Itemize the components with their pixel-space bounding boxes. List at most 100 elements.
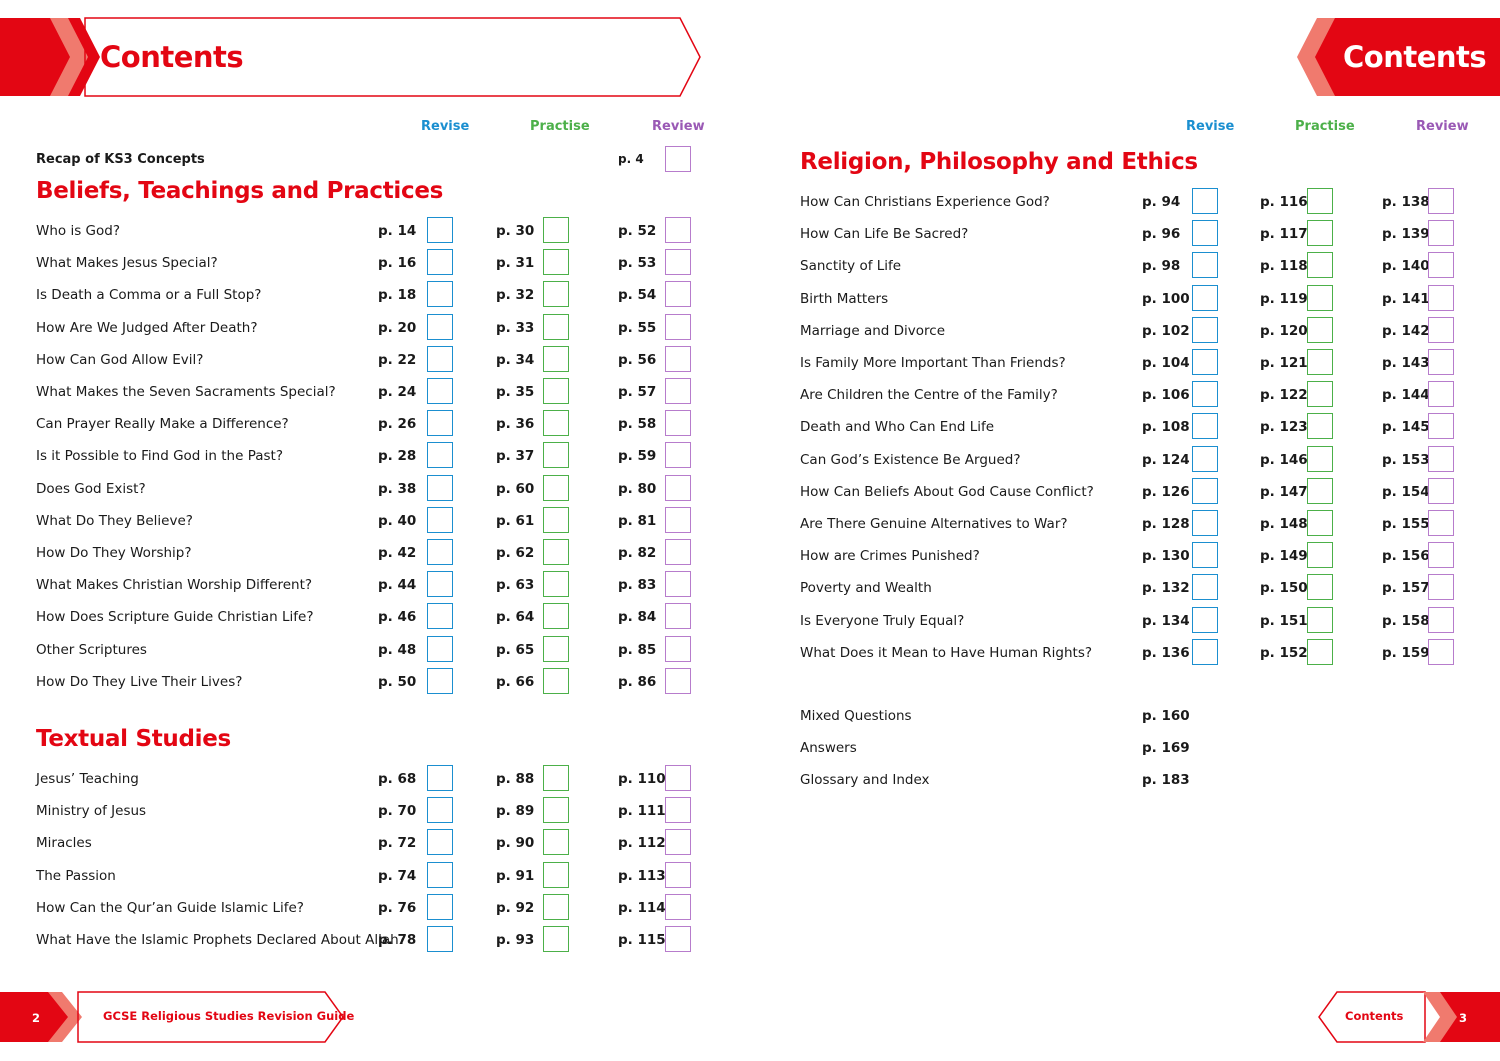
review-checkbox[interactable] — [665, 442, 691, 469]
review-checkbox[interactable] — [665, 603, 691, 630]
practise-checkbox[interactable] — [543, 635, 569, 662]
revise-checkbox[interactable] — [1192, 542, 1218, 569]
review-checkbox[interactable] — [1428, 574, 1454, 601]
practise-checkbox[interactable] — [1307, 510, 1333, 536]
review-checkbox[interactable] — [665, 861, 691, 888]
practise-checkbox[interactable] — [1307, 638, 1333, 665]
revise-checkbox[interactable] — [427, 249, 453, 276]
revise-checkbox[interactable] — [1192, 284, 1218, 311]
revise-checkbox[interactable] — [427, 474, 453, 501]
revise-checkbox[interactable] — [427, 281, 453, 308]
practise-checkbox[interactable] — [1307, 381, 1333, 408]
review-checkbox[interactable] — [665, 506, 691, 533]
revise-checkbox[interactable] — [1192, 252, 1218, 279]
review-checkbox[interactable] — [1428, 445, 1454, 472]
review-checkbox[interactable] — [665, 378, 691, 404]
practise-checkbox[interactable] — [1307, 477, 1333, 504]
revise-checkbox[interactable] — [427, 410, 453, 437]
practise-checkbox[interactable] — [543, 313, 569, 340]
revise-checkbox[interactable] — [1192, 220, 1218, 247]
review-checkbox[interactable] — [1428, 381, 1454, 408]
revise-checkbox[interactable] — [427, 539, 453, 565]
review-checkbox[interactable] — [665, 797, 691, 824]
practise-checkbox[interactable] — [1307, 574, 1333, 601]
review-checkbox[interactable] — [665, 281, 691, 308]
revise-checkbox[interactable] — [427, 861, 453, 888]
revise-checkbox[interactable] — [427, 506, 453, 533]
practise-checkbox[interactable] — [543, 345, 569, 372]
review-checkbox[interactable] — [1428, 316, 1454, 343]
revise-checkbox[interactable] — [1192, 445, 1218, 472]
practise-checkbox[interactable] — [543, 797, 569, 824]
review-checkbox[interactable] — [665, 829, 691, 856]
revise-checkbox[interactable] — [1192, 349, 1218, 375]
revise-checkbox[interactable] — [427, 926, 453, 952]
practise-checkbox[interactable] — [543, 765, 569, 791]
revise-checkbox[interactable] — [1192, 188, 1218, 214]
review-checkbox[interactable] — [665, 313, 691, 340]
revise-checkbox[interactable] — [1192, 316, 1218, 343]
practise-checkbox[interactable] — [1307, 188, 1333, 214]
review-checkbox[interactable] — [665, 217, 691, 243]
review-checkbox[interactable] — [1428, 477, 1454, 504]
practise-checkbox[interactable] — [543, 829, 569, 856]
review-checkbox[interactable] — [1428, 220, 1454, 247]
review-checkbox[interactable] — [665, 539, 691, 565]
review-checkbox[interactable] — [1428, 284, 1454, 311]
practise-checkbox[interactable] — [543, 474, 569, 501]
revise-checkbox[interactable] — [427, 571, 453, 598]
review-checkbox[interactable] — [665, 893, 691, 920]
review-checkbox[interactable] — [665, 249, 691, 276]
practise-checkbox[interactable] — [543, 281, 569, 308]
review-checkbox[interactable] — [1428, 349, 1454, 375]
review-checkbox[interactable] — [1428, 252, 1454, 279]
revise-checkbox[interactable] — [427, 313, 453, 340]
practise-checkbox[interactable] — [543, 603, 569, 630]
revise-checkbox[interactable] — [427, 797, 453, 824]
review-checkbox[interactable] — [1428, 542, 1454, 569]
practise-checkbox[interactable] — [1307, 316, 1333, 343]
review-checkbox[interactable] — [665, 667, 691, 694]
revise-checkbox[interactable] — [1192, 638, 1218, 665]
revise-checkbox[interactable] — [1192, 413, 1218, 440]
practise-checkbox[interactable] — [543, 926, 569, 952]
review-checkbox[interactable] — [665, 474, 691, 501]
revise-checkbox[interactable] — [1192, 574, 1218, 601]
review-checkbox[interactable] — [665, 571, 691, 598]
review-checkbox[interactable] — [1428, 638, 1454, 665]
review-checkbox[interactable] — [665, 635, 691, 662]
practise-checkbox[interactable] — [543, 893, 569, 920]
revise-checkbox[interactable] — [427, 345, 453, 372]
revise-checkbox[interactable] — [1192, 606, 1218, 633]
practise-checkbox[interactable] — [543, 571, 569, 598]
practise-checkbox[interactable] — [1307, 542, 1333, 569]
practise-checkbox[interactable] — [1307, 349, 1333, 375]
practise-checkbox[interactable] — [543, 442, 569, 469]
revise-checkbox[interactable] — [427, 442, 453, 469]
practise-checkbox[interactable] — [1307, 606, 1333, 633]
revise-checkbox[interactable] — [427, 635, 453, 662]
revise-checkbox[interactable] — [427, 667, 453, 694]
review-checkbox[interactable] — [665, 926, 691, 952]
practise-checkbox[interactable] — [543, 667, 569, 694]
revise-checkbox[interactable] — [1192, 477, 1218, 504]
review-checkbox[interactable] — [665, 410, 691, 437]
practise-checkbox[interactable] — [543, 410, 569, 437]
review-checkbox[interactable] — [1428, 188, 1454, 214]
revise-checkbox[interactable] — [427, 893, 453, 920]
practise-checkbox[interactable] — [543, 217, 569, 243]
review-checkbox[interactable] — [1428, 510, 1454, 536]
practise-checkbox[interactable] — [543, 506, 569, 533]
practise-checkbox[interactable] — [543, 861, 569, 888]
review-checkbox[interactable] — [665, 146, 691, 172]
revise-checkbox[interactable] — [427, 378, 453, 404]
practise-checkbox[interactable] — [543, 249, 569, 276]
revise-checkbox[interactable] — [427, 829, 453, 856]
practise-checkbox[interactable] — [543, 378, 569, 404]
practise-checkbox[interactable] — [1307, 252, 1333, 279]
practise-checkbox[interactable] — [1307, 284, 1333, 311]
practise-checkbox[interactable] — [1307, 220, 1333, 247]
practise-checkbox[interactable] — [543, 539, 569, 565]
revise-checkbox[interactable] — [427, 603, 453, 630]
review-checkbox[interactable] — [1428, 606, 1454, 633]
